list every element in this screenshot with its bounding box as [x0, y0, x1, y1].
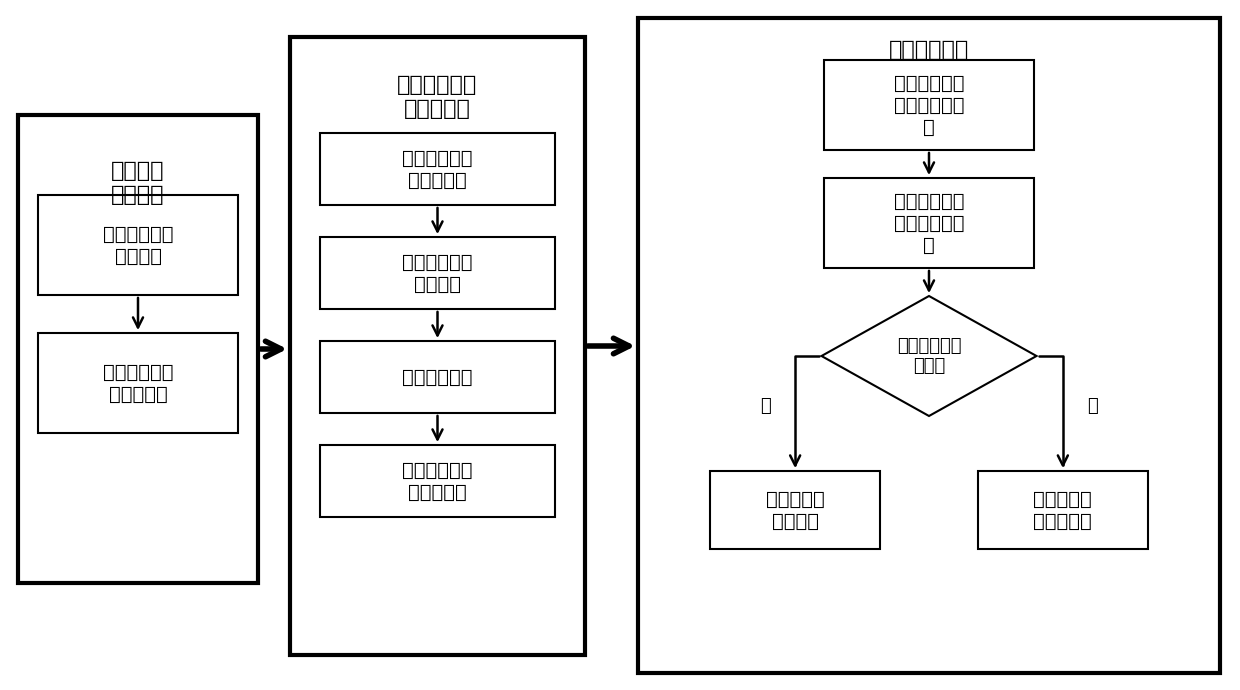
Text: 云团在成像仪
连线上: 云团在成像仪 连线上 — [897, 337, 961, 375]
Text: 相对位置和排
布方向确定: 相对位置和排 布方向确定 — [103, 362, 174, 404]
Text: 云团高度计算: 云团高度计算 — [889, 40, 970, 60]
Text: 坐标系旋转及
等效方位角计
算: 坐标系旋转及 等效方位角计 算 — [894, 192, 965, 255]
FancyBboxPatch shape — [978, 471, 1148, 549]
Text: 是: 是 — [760, 397, 770, 415]
FancyBboxPatch shape — [825, 60, 1034, 150]
FancyBboxPatch shape — [38, 195, 238, 295]
Text: 否: 否 — [1087, 397, 1099, 415]
FancyBboxPatch shape — [639, 18, 1220, 673]
Text: 相同云团判断: 相同云团判断 — [402, 368, 472, 386]
FancyBboxPatch shape — [320, 237, 556, 309]
Text: 云团天顶角、
方位角提取: 云团天顶角、 方位角提取 — [402, 460, 472, 502]
Text: 子图像相似性
指数计算: 子图像相似性 指数计算 — [402, 253, 472, 293]
Text: 非连线上云
团高度计算: 非连线上云 团高度计算 — [1033, 489, 1092, 531]
Text: 单体云团图像
截取和编号: 单体云团图像 截取和编号 — [402, 148, 472, 190]
Text: 双成像仪整体
位置选址: 双成像仪整体 位置选址 — [103, 224, 174, 266]
FancyBboxPatch shape — [320, 133, 556, 205]
FancyBboxPatch shape — [38, 333, 238, 433]
FancyBboxPatch shape — [711, 471, 880, 549]
Polygon shape — [821, 296, 1037, 416]
FancyBboxPatch shape — [320, 341, 556, 413]
FancyBboxPatch shape — [825, 178, 1034, 268]
FancyBboxPatch shape — [290, 37, 585, 655]
Text: 相同云团识别
和位置提取: 相同云团识别 和位置提取 — [397, 75, 477, 119]
Text: 双成像仪
位置选址: 双成像仪 位置选址 — [112, 161, 165, 205]
Text: 连线上云团
高度计算: 连线上云团 高度计算 — [766, 489, 825, 531]
Text: 双成像仪相对
距离和角度计
算: 双成像仪相对 距离和角度计 算 — [894, 74, 965, 137]
FancyBboxPatch shape — [320, 445, 556, 517]
FancyBboxPatch shape — [19, 115, 258, 583]
